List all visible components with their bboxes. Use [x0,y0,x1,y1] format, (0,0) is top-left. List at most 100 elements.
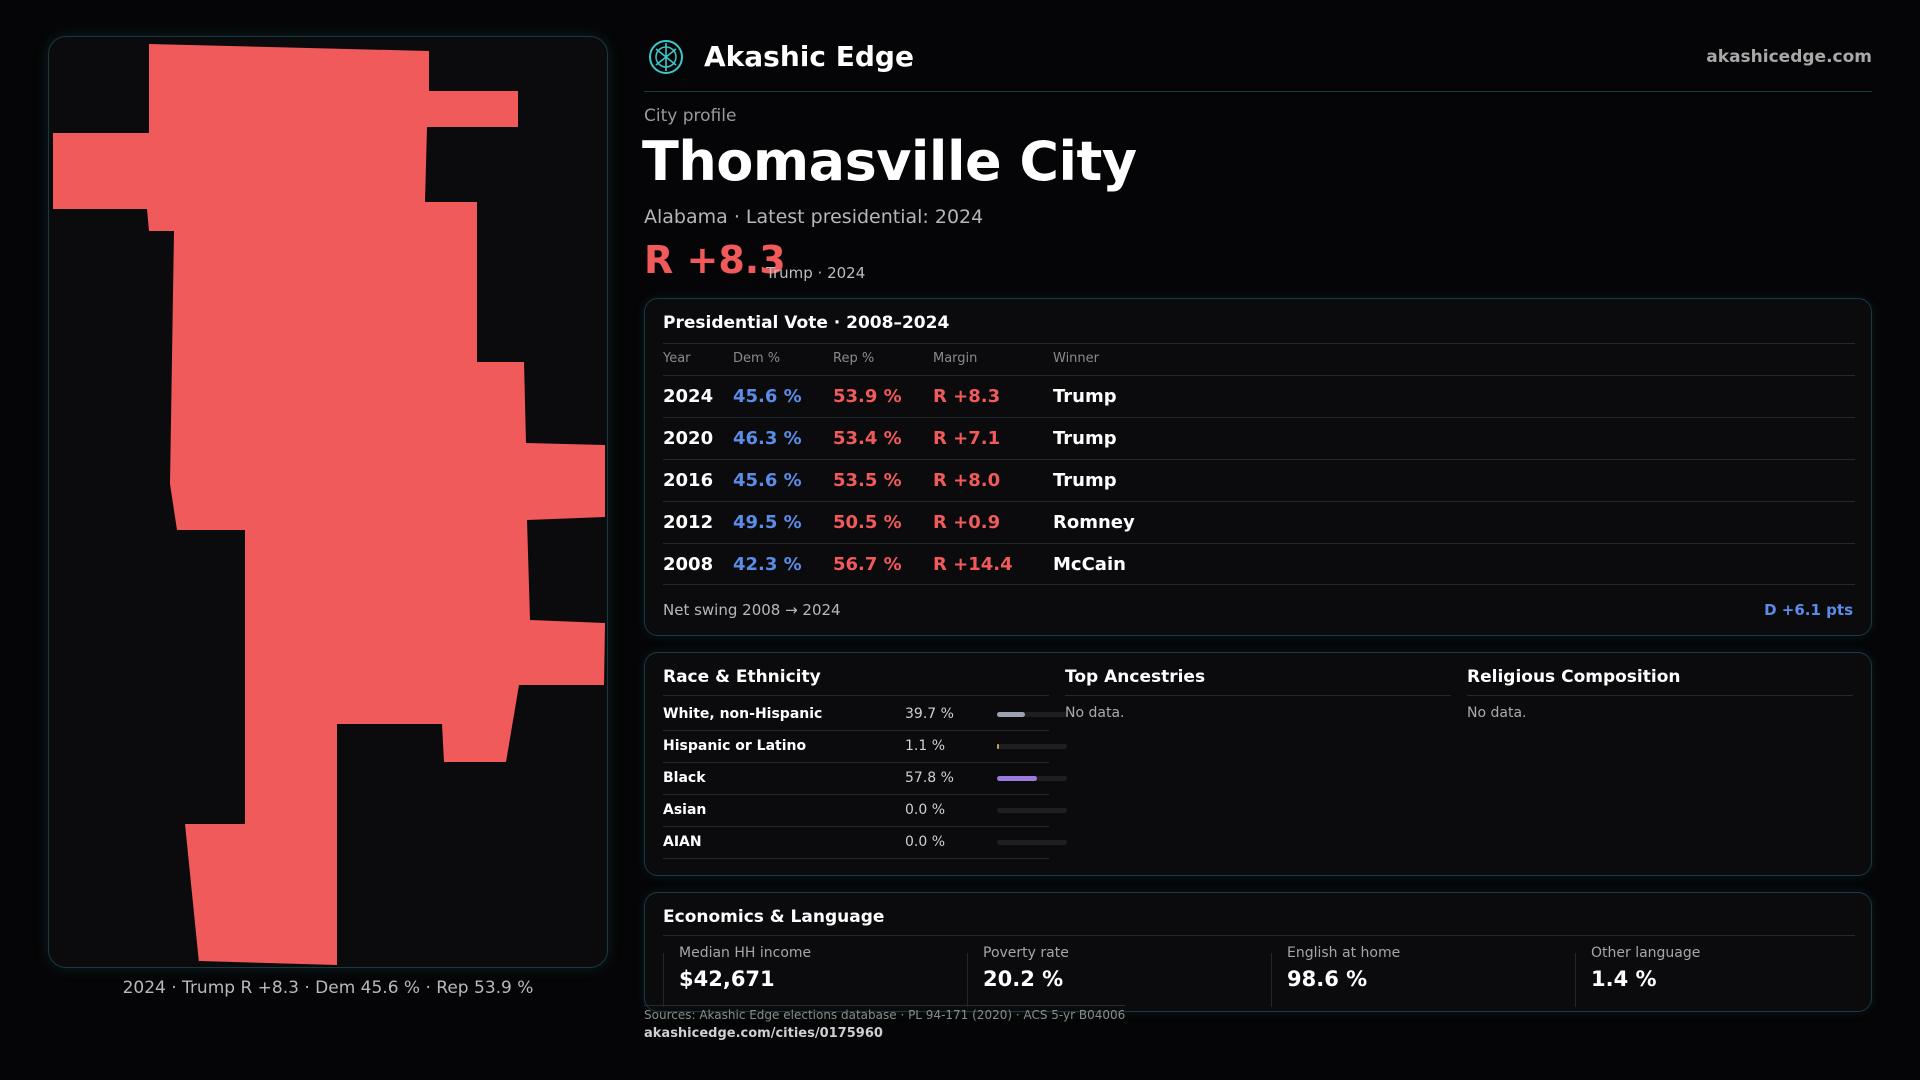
cell-rep: 53.9 % [833,386,902,407]
table-row: 2016 45.6 % 53.5 % R +8.0 Trump [663,459,1855,501]
brand-name[interactable]: Akashic Edge [704,40,914,73]
page-title: Thomasville City [642,130,1137,193]
cell-margin: R +7.1 [933,428,1001,449]
net-swing-value: D +6.1 pts [1764,601,1853,619]
cell-margin: R +8.3 [933,386,1001,407]
cell-winner: Romney [1053,512,1135,533]
race-label: Hispanic or Latino [663,738,807,754]
stat-value: 98.6 % [1287,967,1368,991]
page-subtitle: Alabama · Latest presidential: 2024 [644,206,984,228]
cell-dem: 45.6 % [733,470,802,491]
divider [1467,695,1853,696]
economics-card: Economics & Language Median HH income $4… [644,892,1872,1012]
table-row: 2008 42.3 % 56.7 % R +14.4 McCain [663,543,1855,585]
race-label: Asian [663,802,707,818]
race-bar [997,744,1067,749]
stat-label: Poverty rate [983,945,1069,961]
col-header-year: Year [663,351,691,366]
race-label: White, non-Hispanic [663,706,823,722]
cell-year: 2012 [663,512,714,533]
net-swing-label: Net swing 2008 → 2024 [663,601,841,619]
col-header-margin: Margin [933,351,978,366]
cell-winner: Trump [1053,470,1117,491]
divider [967,953,968,1007]
cell-dem: 49.5 % [733,512,802,533]
compass-globe-icon[interactable] [648,39,684,75]
divider [663,343,1855,344]
race-percent: 39.7 % [905,706,954,722]
cell-winner: Trump [1053,386,1117,407]
stat-label: Other language [1591,945,1701,961]
race-row: AIAN 0.0 % [663,827,1067,859]
religion-empty: No data. [1467,705,1527,721]
cell-dem: 46.3 % [733,428,802,449]
race-row: White, non-Hispanic 39.7 % [663,699,1067,731]
ancestries-section-title: Top Ancestries [1065,667,1206,687]
presidential-vote-card: Presidential Vote · 2008–2024 Year Dem %… [644,298,1872,636]
city-map-panel [48,36,608,968]
page-kicker: City profile [644,106,737,126]
race-row: Hispanic or Latino 1.1 % [663,731,1067,763]
divider [1271,953,1272,1007]
stat-label: Median HH income [679,945,812,961]
race-row: Black 57.8 % [663,763,1067,795]
col-header-rep: Rep % [833,351,875,366]
race-bar-fill [997,744,999,749]
col-header-dem: Dem % [733,351,781,366]
race-bar-fill [997,712,1025,717]
race-bar-fill [997,776,1038,781]
race-bar [997,840,1067,845]
divider [1575,953,1576,1007]
race-label: Black [663,770,706,786]
map-caption: 2024 · Trump R +8.3 · Dem 45.6 % · Rep 5… [122,978,534,998]
col-header-winner: Winner [1053,351,1100,366]
sources-note: Sources: Akashic Edge elections database… [644,1005,1126,1022]
table-row: 2012 49.5 % 50.5 % R +0.9 Romney [663,501,1855,543]
city-boundary-map [53,44,605,965]
cell-year: 2024 [663,386,714,407]
economics-section-title: Economics & Language [663,907,885,927]
stat-value: $42,671 [679,967,775,991]
cell-year: 2020 [663,428,714,449]
stat-value: 20.2 % [983,967,1064,991]
city-boundary-shape [53,44,605,965]
vote-card-title: Presidential Vote · 2008–2024 [663,313,950,333]
site-url[interactable]: akashicedge.com [1706,47,1872,67]
cell-rep: 53.5 % [833,470,902,491]
race-bar [997,776,1067,781]
ancestries-empty: No data. [1065,705,1125,721]
race-percent: 1.1 % [905,738,946,754]
demographics-card: Race & Ethnicity White, non-Hispanic 39.… [644,652,1872,876]
site-header: Akashic Edge akashicedge.com [644,30,1872,92]
latest-margin: R +8.3 [644,238,786,282]
cell-margin: R +8.0 [933,470,1001,491]
divider [663,695,1049,696]
stat-label: English at home [1287,945,1401,961]
cell-rep: 50.5 % [833,512,902,533]
race-percent: 57.8 % [905,770,954,786]
cell-rep: 53.4 % [833,428,902,449]
race-bar [997,808,1067,813]
race-row: Asian 0.0 % [663,795,1067,827]
cell-margin: R +14.4 [933,554,1013,575]
cell-year: 2008 [663,554,714,575]
cell-winner: Trump [1053,428,1117,449]
religion-section-title: Religious Composition [1467,667,1681,687]
latest-margin-note: Trump · 2024 [766,264,866,282]
divider [1065,695,1451,696]
divider [663,953,664,1007]
page-permalink[interactable]: akashicedge.com/cities/0175960 [644,1026,883,1041]
race-label: AIAN [663,834,702,850]
cell-rep: 56.7 % [833,554,902,575]
divider [663,935,1855,936]
race-section-title: Race & Ethnicity [663,667,821,687]
race-percent: 0.0 % [905,802,946,818]
table-row: 2020 46.3 % 53.4 % R +7.1 Trump [663,417,1855,459]
race-bar [997,712,1067,717]
cell-dem: 42.3 % [733,554,802,575]
cell-winner: McCain [1053,554,1126,575]
table-row: 2024 45.6 % 53.9 % R +8.3 Trump [663,375,1855,417]
stat-value: 1.4 % [1591,967,1657,991]
cell-margin: R +0.9 [933,512,1001,533]
cell-year: 2016 [663,470,714,491]
